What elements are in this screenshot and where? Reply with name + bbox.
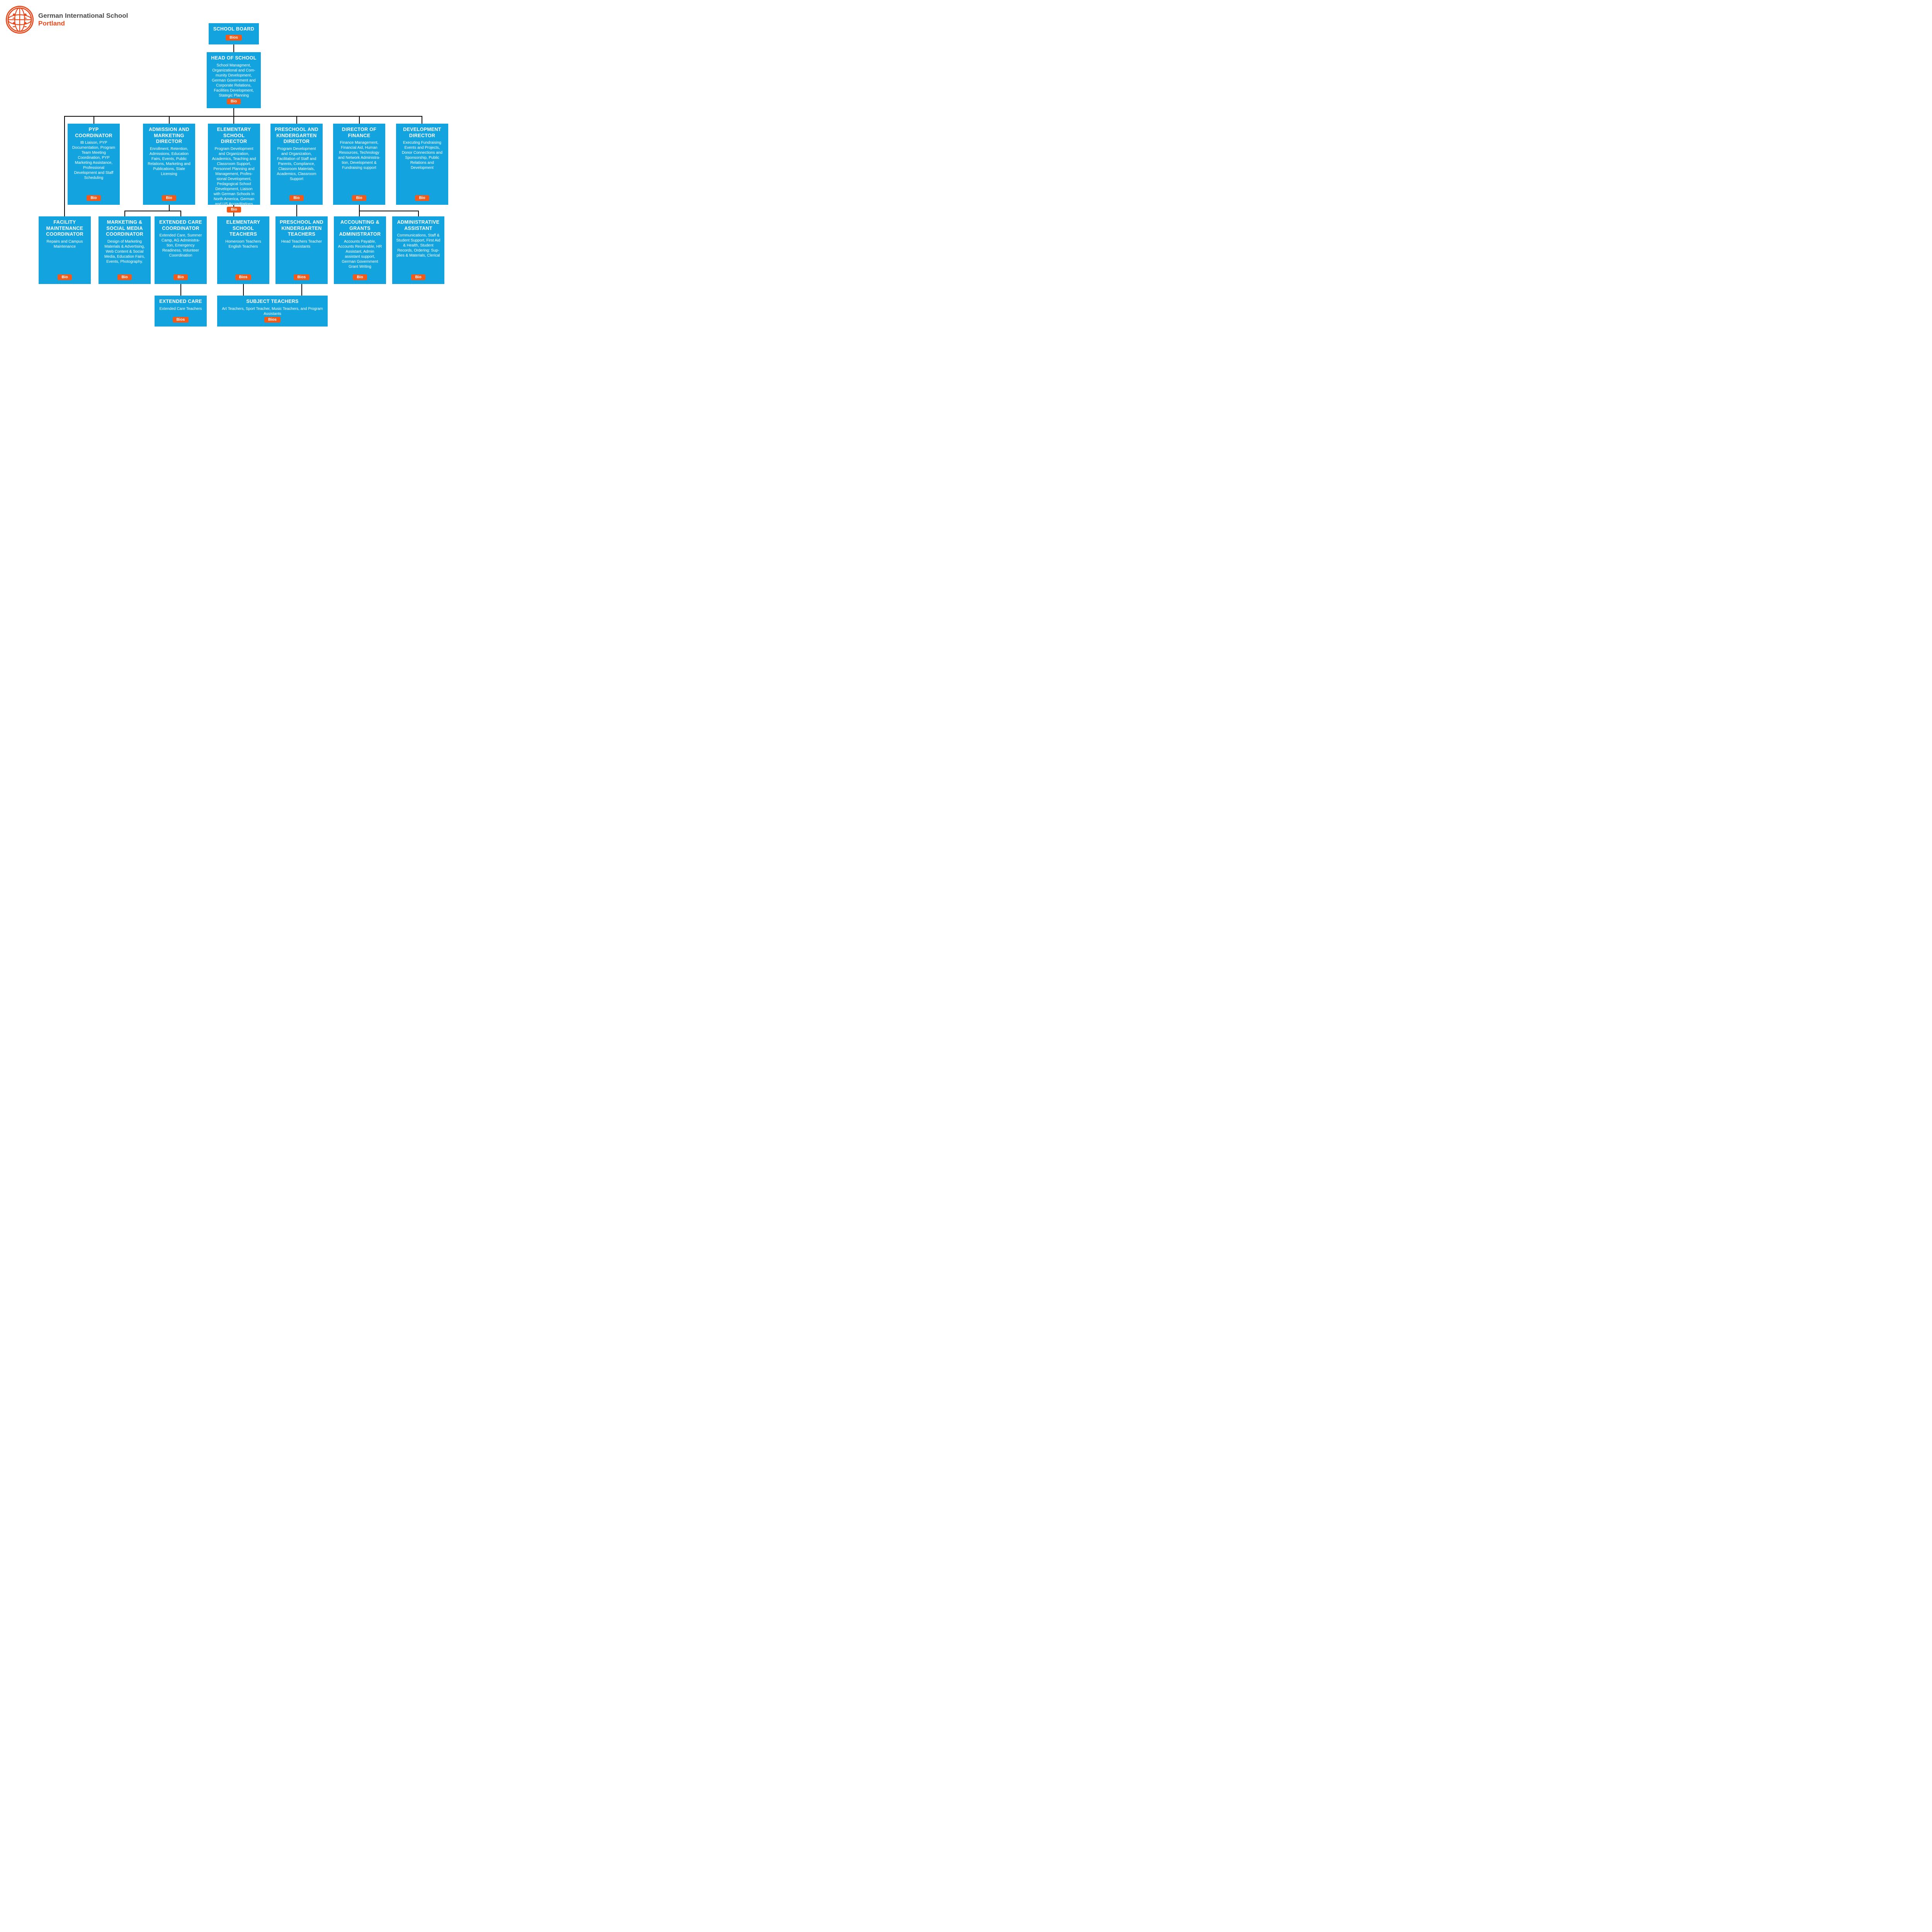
node-title: PRESCHOOL AND KINDERGARTEN DIRECTOR [273, 127, 320, 145]
logo-title: German International School [38, 12, 128, 20]
bio-button[interactable]: Bio [87, 195, 100, 201]
bio-button[interactable]: Bio [353, 274, 367, 280]
node-description: Extended Care, Summer Camp, AG Administr… [157, 233, 204, 258]
node-title: ELEMENTARY SCHOOL TEACHERS [219, 219, 267, 238]
connector-line [124, 211, 125, 216]
node-title: ACCOUNTING & GRANTS ADMINISTRATOR [336, 219, 384, 238]
connector-line [296, 205, 297, 216]
org-node-development: DEVELOPMENT DIRECTORExecuting Fundraisin… [396, 124, 448, 205]
node-description: School Managment, Organizational and Com… [209, 63, 259, 98]
node-description: Extended Care Teachers [158, 306, 204, 311]
node-description: IB Liaison, PYP Documentation, Program T… [70, 140, 117, 180]
connector-line [359, 205, 360, 211]
org-node-accounting: ACCOUNTING & GRANTS ADMINISTRATORAccount… [334, 216, 386, 284]
node-description: Enrollment, Retention, Admissions, Educa… [145, 146, 193, 177]
logo-subtitle: Portland [38, 20, 128, 27]
bio-button[interactable]: Bio [415, 195, 429, 201]
org-node-preschool-dir: PRESCHOOL AND KINDERGARTEN DIRECTORProgr… [270, 124, 323, 205]
bio-button[interactable]: Bio [162, 195, 176, 201]
node-title: SUBJECT TEACHERS [246, 299, 298, 305]
node-title: MARKETING & SOCIAL MEDIA COORDINATOR [101, 219, 148, 238]
node-description: Homeroom Teachers English Teachers [219, 239, 267, 249]
org-node-extended-care: EXTENDED CAREExtended Care Teachers Bios [155, 296, 207, 327]
connector-line [169, 205, 170, 211]
node-title: HEAD OF SCHOOL [211, 55, 256, 61]
org-node-marketing-coord: MARKETING & SOCIAL MEDIA COORDINATORDesi… [99, 216, 151, 284]
node-description: Repairs and Campus Maintenance [41, 239, 88, 249]
org-node-extended-coord: EXTENDED CARE COORDINATOR Extended Care, … [155, 216, 207, 284]
node-title: PYP COORDINATOR [70, 127, 117, 139]
connector-line [243, 284, 244, 296]
connector-line [233, 108, 234, 116]
connector-line [233, 44, 234, 52]
node-title: DIRECTOR OF FINANCE [335, 127, 383, 139]
connector-line [233, 116, 234, 124]
connector-line [359, 211, 360, 216]
org-node-elementary-dir: ELEMENTARY SCHOOL DIRECTORProgram Develo… [208, 124, 260, 205]
node-title: ADMISSION AND MARKETING DIRECTOR [145, 127, 193, 145]
bio-button[interactable]: Bios [294, 274, 310, 280]
node-title: DEVELOPMENT DIRECTOR [398, 127, 446, 139]
bio-button[interactable]: Bio [227, 207, 241, 213]
bio-button[interactable]: Bio [117, 274, 131, 280]
node-description: Head Teachers Teacher Assistants [278, 239, 325, 249]
connector-line [418, 211, 419, 216]
connector-line [301, 284, 302, 296]
bio-button[interactable]: Bio [173, 274, 187, 280]
node-title: FACILITY MAINTENANCE COORDINATOR [41, 219, 88, 238]
org-node-subject-teachers: SUBJECT TEACHERSArt Teachers, Sport Teac… [217, 296, 328, 327]
org-node-admin-asst: ADMINISTRATIVE ASSISTANT Communications, … [392, 216, 444, 284]
node-title: PRESCHOOL AND KINDERGARTEN TEACHERS [278, 219, 325, 238]
bio-button[interactable]: Bio [411, 274, 425, 280]
org-node-head-of-school: HEAD OF SCHOOL School Managment, Organiza… [207, 52, 261, 108]
bio-button[interactable]: Bios [173, 317, 189, 323]
org-node-elementary-teachers: ELEMENTARY SCHOOL TEACHERSHomeroom Teach… [217, 216, 269, 284]
org-node-finance: DIRECTOR OF FINANCEFinance Management, F… [333, 124, 385, 205]
bio-button[interactable]: Bios [264, 317, 281, 323]
org-node-school-board: SCHOOL BOARD Bios [209, 23, 259, 44]
node-title: EXTENDED CARE COORDINATOR [157, 219, 204, 231]
org-node-pyp: PYP COORDINATORIB Liaison, PYP Documenta… [68, 124, 120, 205]
connector-line [180, 284, 181, 296]
connector-line [64, 116, 422, 117]
node-description: Finance Management, Financial Aid, Human… [335, 140, 383, 170]
school-logo: German International School Portland [6, 6, 128, 34]
org-node-facility: FACILITY MAINTENANCE COORDINATORRepairs … [39, 216, 91, 284]
node-description: Program Development and Organization, Fa… [273, 146, 320, 182]
connector-line [180, 211, 181, 216]
connector-line [169, 116, 170, 124]
node-description: Executing Fundraising Events and Project… [398, 140, 446, 170]
org-node-admission: ADMISSION AND MARKETING DIRECTOREnrollme… [143, 124, 195, 205]
bio-button[interactable]: Bios [235, 274, 252, 280]
bio-button[interactable]: Bio [352, 195, 366, 201]
node-description: Design of Marketing Materials & Advertis… [101, 239, 148, 264]
node-description: Communications, Staff & Student Support,… [395, 233, 442, 258]
node-description: Program Development and Organization, Ac… [210, 146, 258, 207]
bio-button[interactable]: Bio [289, 195, 303, 201]
node-title: ELEMENTARY SCHOOL DIRECTOR [210, 127, 258, 145]
connector-line [296, 116, 297, 124]
bio-button[interactable]: Bio [227, 99, 241, 104]
node-title: EXTENDED CARE [159, 299, 202, 305]
node-description: Art Teachers, Sport Teacher, Music Teach… [219, 306, 325, 316]
bio-button[interactable]: Bios [226, 35, 242, 41]
node-title: ADMINISTRATIVE ASSISTANT [395, 219, 442, 231]
globe-icon [6, 6, 34, 34]
node-description: Accounts Payable, Accounts Receivable, H… [336, 239, 384, 269]
org-node-preschool-teachers: PRESCHOOL AND KINDERGARTEN TEACHERSHead … [276, 216, 328, 284]
connector-line [64, 116, 65, 216]
bio-button[interactable]: Bio [58, 274, 71, 280]
connector-line [359, 116, 360, 124]
node-title: SCHOOL BOARD [213, 26, 254, 32]
